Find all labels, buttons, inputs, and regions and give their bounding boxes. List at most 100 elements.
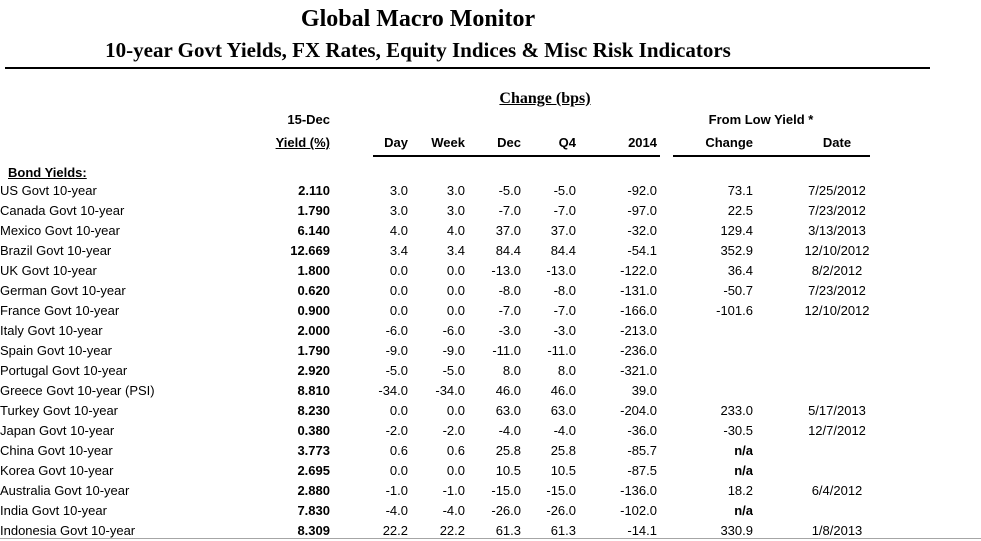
cell-date: 12/10/2012	[804, 243, 870, 258]
cell-yield: 0.620	[297, 283, 330, 298]
cell-day: 3.4	[389, 243, 408, 258]
cell-date: 8/2/2012	[811, 263, 863, 278]
cell-q4: -26.0	[546, 503, 576, 518]
cell-date	[753, 321, 921, 341]
page-title: Global Macro Monitor	[300, 6, 536, 32]
cell-dec: -7.0	[498, 303, 521, 318]
cell-y2014: -166.0	[620, 303, 657, 318]
cell-change: n/a	[734, 463, 753, 478]
cell-day: 3.0	[389, 203, 408, 218]
cell-yield: 8.810	[297, 383, 330, 398]
cell-week: 3.0	[446, 183, 465, 198]
cell-label: India Govt 10-year	[0, 503, 107, 518]
cell-y2014: -92.0	[627, 183, 657, 198]
table-row: China Govt 10-year 3.773 0.6 0.6 25.8 25.8 -85…	[0, 441, 921, 461]
cell-change: 22.5	[727, 203, 753, 218]
table-row: German Govt 10-year 0.620 0.0 0.0 -8.0 -8.0 -1…	[0, 281, 921, 301]
cell-day: -34.0	[378, 383, 408, 398]
cell-q4: -5.0	[553, 183, 576, 198]
cell-label: France Govt 10-year	[0, 303, 120, 318]
cell-dec: 84.4	[495, 243, 521, 258]
cell-date: 6/4/2012	[811, 483, 863, 498]
cell-label: Brazil Govt 10-year	[0, 243, 112, 258]
cell-dec: 61.3	[495, 523, 521, 538]
table-row: India Govt 10-year 7.830 -4.0 -4.0 -26.0 -26.…	[0, 501, 921, 521]
cell-change: 36.4	[727, 263, 753, 278]
cell-date: 3/13/2013	[808, 223, 866, 238]
column-group-header-change-bps: Change (bps)	[499, 90, 591, 107]
cell-dec: 10.5	[495, 463, 521, 478]
cell-label: Indonesia Govt 10-year	[0, 523, 136, 538]
cell-dec: -3.0	[498, 323, 521, 338]
table-row: Brazil Govt 10-year 12.669 3.4 3.4 84.4 84.4 -…	[0, 241, 921, 261]
cell-q4: 37.0	[550, 223, 576, 238]
cell-q4: 8.0	[557, 363, 576, 378]
cell-yield: 0.380	[297, 423, 330, 438]
cell-week: 0.0	[446, 463, 465, 478]
cell-label: Portugal Govt 10-year	[0, 363, 128, 378]
cell-y2014: 39.0	[631, 383, 657, 398]
cell-q4: -11.0	[547, 343, 576, 358]
cell-week: 22.2	[439, 523, 465, 538]
cell-dec: 63.0	[495, 403, 521, 418]
cell-change: 233.0	[720, 403, 753, 418]
cell-label: UK Govt 10-year	[0, 263, 97, 278]
cell-date	[753, 461, 921, 481]
cell-week: 0.0	[446, 403, 465, 418]
cell-week: -2.0	[442, 423, 465, 438]
cell-change: 73.1	[727, 183, 753, 198]
cell-week: -9.0	[442, 343, 465, 358]
cell-label: Australia Govt 10-year	[0, 483, 130, 498]
cell-change: -50.7	[723, 283, 753, 298]
bond-yields-table: US Govt 10-year 2.110 3.0 3.0 -5.0 -5.0 -92.0 7…	[0, 181, 921, 541]
column-header-2014: 2014	[628, 135, 657, 150]
cell-yield: 7.830	[297, 503, 330, 518]
column-header-week: Week	[431, 135, 465, 150]
cell-day: 0.6	[389, 443, 408, 458]
table-row: Turkey Govt 10-year 8.230 0.0 0.0 63.0 63.0 -2…	[0, 401, 921, 421]
cell-yield: 0.900	[297, 303, 330, 318]
cell-week: 0.6	[446, 443, 465, 458]
cell-q4: 25.8	[550, 443, 576, 458]
cell-y2014: -85.7	[627, 443, 657, 458]
cell-label: Canada Govt 10-year	[0, 203, 125, 218]
cell-date: 12/10/2012	[804, 303, 870, 318]
column-group-header-from-low-yield: From Low Yield *	[708, 112, 814, 127]
cell-q4: -7.0	[553, 303, 576, 318]
cell-yield: 3.773	[297, 443, 330, 458]
cell-yield: 2.000	[297, 323, 330, 338]
cell-y2014: -136.0	[620, 483, 657, 498]
cell-day: 0.0	[389, 283, 408, 298]
header-divider	[5, 67, 930, 69]
cell-y2014: -32.0	[627, 223, 657, 238]
table-row: Japan Govt 10-year 0.380 -2.0 -2.0 -4.0 -4.0 -…	[0, 421, 921, 441]
cell-week: -5.0	[442, 363, 465, 378]
cell-date	[753, 381, 921, 401]
cell-yield: 2.880	[297, 483, 330, 498]
cell-dec: -26.0	[491, 503, 521, 518]
cell-label: US Govt 10-year	[0, 183, 97, 198]
table-row: Australia Govt 10-year 2.880 -1.0 -1.0 -15.0…	[0, 481, 921, 501]
report-header: Global Macro Monitor 10-year Govt Yields…	[0, 4, 836, 64]
cell-date	[753, 341, 921, 361]
cell-day: -2.0	[385, 423, 408, 438]
cell-change	[657, 361, 753, 381]
table-row: Korea Govt 10-year 2.695 0.0 0.0 10.5 10.5 -87…	[0, 461, 921, 481]
cell-y2014: -122.0	[620, 263, 657, 278]
cell-y2014: -236.0	[620, 343, 657, 358]
cell-day: -1.0	[385, 483, 408, 498]
cell-y2014: -14.1	[627, 523, 657, 538]
cell-day: 0.0	[389, 403, 408, 418]
cell-y2014: -87.5	[627, 463, 657, 478]
cell-q4: 46.0	[550, 383, 576, 398]
cell-yield: 1.790	[297, 203, 330, 218]
change-columns-underline	[373, 155, 660, 157]
cell-y2014: -321.0	[620, 363, 657, 378]
cell-label: Italy Govt 10-year	[0, 323, 103, 338]
cell-week: -1.0	[442, 483, 465, 498]
cell-week: -34.0	[435, 383, 465, 398]
cell-day: -5.0	[385, 363, 408, 378]
column-header-yield-pct: Yield (%)	[275, 135, 330, 150]
table-row: France Govt 10-year 0.900 0.0 0.0 -7.0 -7.0 -1…	[0, 301, 921, 321]
